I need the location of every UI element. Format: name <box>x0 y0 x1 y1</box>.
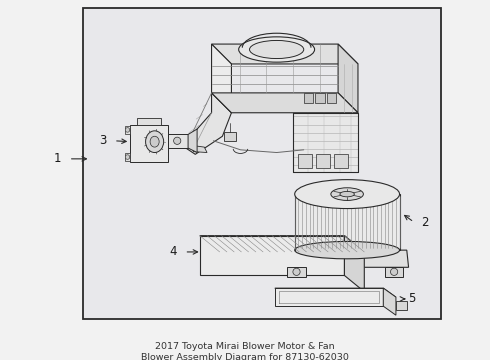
Polygon shape <box>385 267 403 277</box>
Text: 2: 2 <box>421 216 429 229</box>
Ellipse shape <box>294 242 399 259</box>
Polygon shape <box>286 250 409 267</box>
Polygon shape <box>182 93 231 154</box>
Ellipse shape <box>146 131 164 153</box>
Polygon shape <box>335 154 348 168</box>
Polygon shape <box>224 132 236 141</box>
Polygon shape <box>191 145 207 153</box>
Polygon shape <box>298 154 312 168</box>
Ellipse shape <box>150 136 159 147</box>
Polygon shape <box>200 236 364 252</box>
Polygon shape <box>396 301 407 310</box>
Polygon shape <box>200 236 344 275</box>
Ellipse shape <box>173 137 181 144</box>
Polygon shape <box>288 267 306 277</box>
Polygon shape <box>168 134 188 148</box>
Polygon shape <box>317 154 330 168</box>
Ellipse shape <box>294 180 399 208</box>
Polygon shape <box>275 288 396 297</box>
Polygon shape <box>344 236 364 292</box>
Polygon shape <box>338 44 358 113</box>
Polygon shape <box>316 93 324 103</box>
Text: 4: 4 <box>170 246 177 258</box>
Polygon shape <box>125 126 130 134</box>
Text: 2017 Toyota Mirai Blower Motor & Fan
Blower Assembly Diagram for 87130-62030: 2017 Toyota Mirai Blower Motor & Fan Blo… <box>141 342 349 360</box>
Ellipse shape <box>391 268 398 275</box>
Ellipse shape <box>340 192 354 197</box>
Ellipse shape <box>293 268 300 275</box>
Polygon shape <box>383 288 396 315</box>
Polygon shape <box>304 93 313 103</box>
Ellipse shape <box>125 128 130 132</box>
Polygon shape <box>327 93 336 103</box>
Polygon shape <box>295 195 399 249</box>
Text: 1: 1 <box>54 152 62 165</box>
Text: 5: 5 <box>409 292 416 305</box>
Polygon shape <box>137 118 161 125</box>
Polygon shape <box>212 44 231 113</box>
Text: 3: 3 <box>99 134 107 147</box>
Polygon shape <box>212 93 358 113</box>
Ellipse shape <box>331 188 364 201</box>
Ellipse shape <box>249 40 304 59</box>
Polygon shape <box>212 44 358 64</box>
Polygon shape <box>293 113 358 172</box>
Bar <box>83 8 441 319</box>
Polygon shape <box>125 153 130 161</box>
Polygon shape <box>188 129 197 153</box>
Ellipse shape <box>239 37 315 62</box>
Ellipse shape <box>125 155 130 159</box>
Polygon shape <box>130 125 168 162</box>
Polygon shape <box>275 288 383 306</box>
